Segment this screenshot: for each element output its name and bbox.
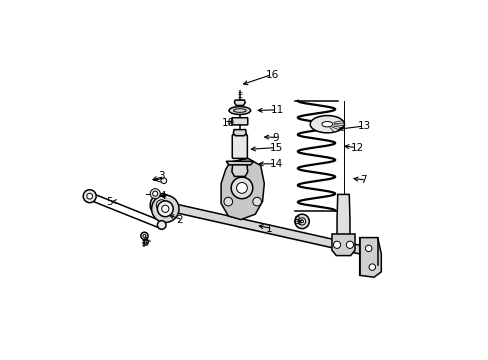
- Text: 12: 12: [350, 143, 363, 153]
- Circle shape: [83, 190, 96, 203]
- Text: 13: 13: [357, 121, 370, 131]
- Text: 11: 11: [270, 105, 283, 115]
- Text: 8: 8: [293, 216, 300, 226]
- Polygon shape: [336, 194, 349, 241]
- Circle shape: [252, 197, 261, 206]
- Text: 6: 6: [142, 237, 148, 247]
- Polygon shape: [331, 234, 354, 256]
- Circle shape: [157, 221, 166, 229]
- Ellipse shape: [228, 107, 250, 114]
- Circle shape: [161, 178, 166, 184]
- Circle shape: [141, 232, 148, 239]
- Circle shape: [87, 193, 92, 199]
- Circle shape: [365, 245, 371, 252]
- Circle shape: [142, 234, 145, 237]
- Text: 2: 2: [176, 215, 183, 225]
- Circle shape: [162, 205, 168, 212]
- FancyBboxPatch shape: [232, 135, 247, 158]
- Ellipse shape: [321, 122, 332, 127]
- Text: 15: 15: [269, 143, 283, 153]
- Circle shape: [368, 264, 375, 270]
- Circle shape: [231, 177, 252, 199]
- Circle shape: [157, 201, 173, 217]
- Text: 9: 9: [272, 132, 279, 143]
- Circle shape: [333, 241, 340, 248]
- Text: 14: 14: [269, 159, 283, 169]
- Circle shape: [150, 189, 160, 199]
- Polygon shape: [225, 161, 253, 165]
- Circle shape: [224, 197, 232, 206]
- Text: 1: 1: [265, 224, 272, 234]
- Polygon shape: [359, 238, 381, 277]
- Circle shape: [156, 200, 167, 211]
- Circle shape: [346, 241, 353, 248]
- Circle shape: [151, 195, 179, 222]
- Polygon shape: [234, 100, 244, 105]
- Text: 16: 16: [265, 69, 278, 80]
- Polygon shape: [221, 158, 264, 220]
- Circle shape: [294, 214, 309, 229]
- Polygon shape: [233, 130, 246, 136]
- Polygon shape: [231, 165, 247, 176]
- Text: 5: 5: [106, 197, 112, 207]
- Text: 3: 3: [158, 171, 164, 181]
- Circle shape: [298, 218, 305, 225]
- FancyBboxPatch shape: [231, 118, 247, 125]
- Text: 4: 4: [160, 191, 166, 201]
- Circle shape: [152, 191, 158, 196]
- Ellipse shape: [309, 116, 344, 133]
- Text: 7: 7: [359, 175, 366, 185]
- Circle shape: [300, 220, 303, 223]
- Circle shape: [236, 183, 247, 193]
- Circle shape: [150, 194, 173, 217]
- Text: 10: 10: [221, 118, 234, 128]
